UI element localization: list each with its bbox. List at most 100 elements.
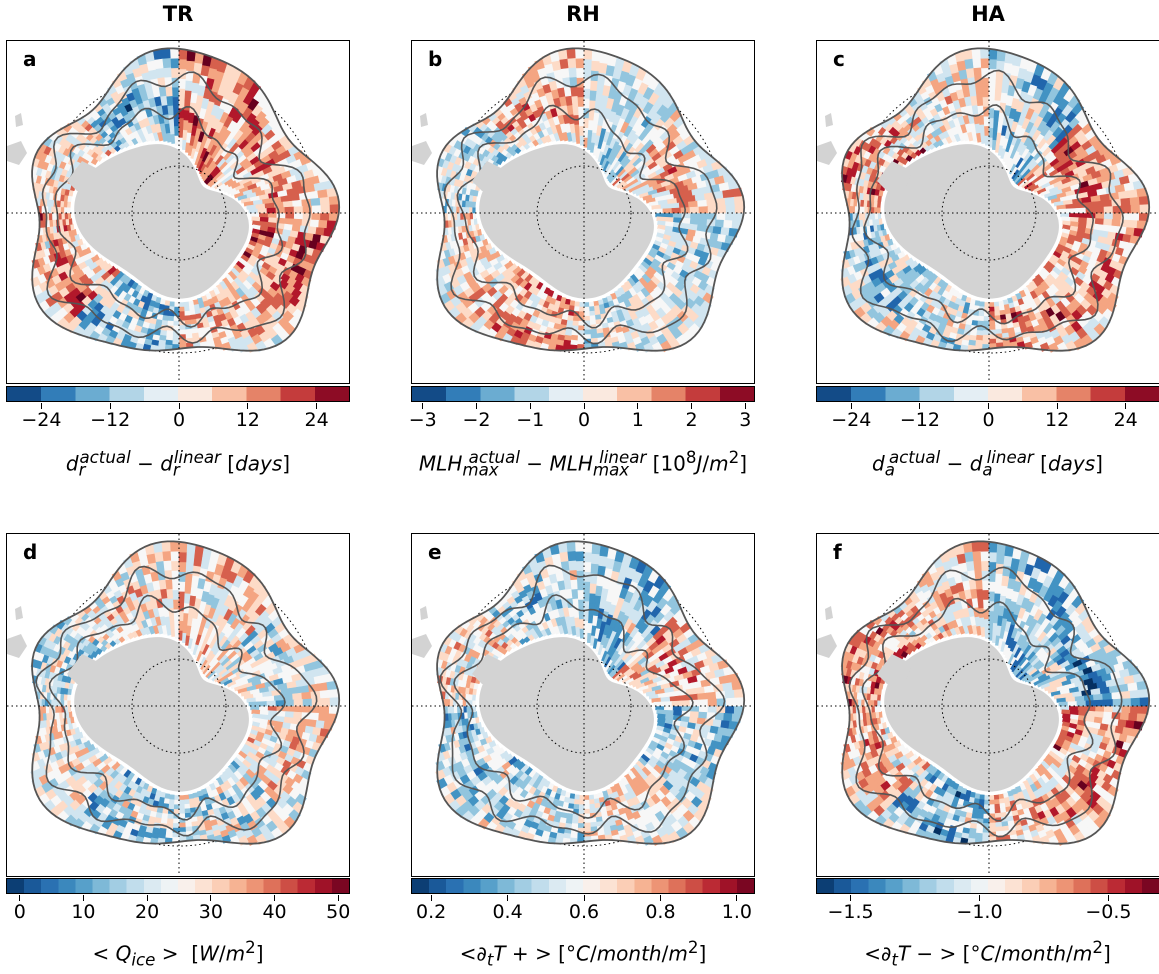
heatmap-cell: [723, 219, 733, 229]
heatmap-cell: [877, 212, 882, 220]
heatmap-cell: [67, 705, 72, 713]
heatmap-cell: [264, 202, 275, 209]
heatmap-cell: [968, 85, 977, 97]
heatmap-cell: [567, 57, 577, 69]
heatmap-cell: [63, 206, 68, 214]
heatmap-cell: [183, 301, 190, 308]
heatmap-cell: [978, 301, 985, 308]
contour-line: [456, 104, 689, 329]
antarctica-landmass: [74, 144, 249, 299]
heatmap-cell: [671, 207, 682, 214]
heatmap-cell: [178, 795, 185, 801]
heatmap-cell: [308, 190, 319, 200]
heatmap-cell: [258, 705, 269, 712]
heatmap-cell: [174, 135, 180, 146]
heatmap-cell: [559, 58, 570, 70]
heatmap-cell: [178, 551, 188, 563]
heatmap-cell: [162, 57, 172, 69]
antarctica-landmass: [479, 144, 654, 299]
heatmap-cell: [167, 104, 175, 116]
heatmap-cell: [572, 104, 580, 116]
heatmap-cell: [293, 218, 303, 227]
heatmap-cell: [170, 57, 180, 69]
map-panel-e: e: [411, 533, 755, 877]
heatmap-cell: [461, 126, 471, 137]
column-title-rh: RH: [566, 2, 600, 26]
heatmap-cell: [174, 628, 180, 639]
heatmap-cell: [178, 799, 185, 806]
heatmap-cell: [184, 808, 191, 814]
heatmap-cell: [167, 803, 175, 810]
heatmap-cell: [578, 306, 585, 313]
heatmap-cell: [723, 712, 733, 722]
heatmap-cell: [1121, 205, 1132, 214]
heatmap-cell: [171, 67, 180, 78]
heatmap-cell: [1092, 200, 1104, 208]
heatmap-cell: [465, 212, 470, 220]
heatmap-cell: [972, 57, 982, 69]
heatmap-cell: [469, 212, 474, 220]
heatmap-cell: [154, 58, 165, 70]
heatmap-cell: [163, 559, 173, 571]
heatmap-cell: [172, 86, 180, 98]
heatmap-cell: [866, 126, 876, 137]
heatmap-cell: [165, 334, 173, 341]
heatmap-cell: [1068, 212, 1079, 219]
heatmap-cell: [51, 212, 56, 221]
heatmap-cell: [653, 208, 664, 214]
heatmap-cell: [320, 697, 331, 707]
heatmap-cell: [454, 131, 464, 142]
heatmap-cell: [698, 206, 709, 214]
heatmap-cell: [577, 86, 585, 98]
heatmap-cell: [184, 812, 192, 819]
heatmap-cell: [575, 48, 585, 59]
polar-map-c: [817, 41, 1159, 383]
latitude-circle-inner: [941, 165, 1037, 261]
heatmap-cell: [326, 713, 337, 723]
heatmap-cell: [289, 686, 301, 695]
heatmap-cell: [178, 561, 187, 573]
heatmap-cell: [255, 203, 266, 210]
heatmap-cell: [569, 339, 578, 346]
heatmap-cell: [169, 123, 176, 135]
heatmap-cell: [988, 78, 997, 89]
heatmap-cell: [994, 328, 1003, 335]
heatmap-cell: [446, 212, 452, 221]
heatmap-cell: [178, 78, 187, 89]
heatmap-cell: [575, 57, 585, 69]
heatmap-cell: [979, 123, 986, 135]
heatmap-cell: [588, 310, 596, 317]
heatmap-cell: [172, 320, 180, 327]
heatmap-cell: [988, 324, 996, 331]
heatmap-cell: [988, 88, 996, 99]
latitude-circle-inner: [131, 165, 227, 261]
heatmap-cell: [981, 339, 990, 345]
heatmap-cell: [178, 822, 186, 829]
heatmap-cell: [698, 212, 709, 220]
heatmap-cell: [40, 698, 46, 707]
heatmap-cell: [172, 823, 180, 829]
heatmap-cell: [164, 832, 173, 839]
heatmap-cell: [698, 705, 709, 713]
heatmap-cell: [1120, 197, 1131, 207]
heatmap-cell: [863, 206, 868, 214]
heatmap-cell: [988, 338, 997, 345]
heatmap-cell: [309, 712, 320, 722]
heatmap-cell: [570, 85, 579, 97]
heatmap-cell: [568, 66, 578, 78]
heatmap-cell: [993, 306, 1000, 312]
map-panel-a: a: [6, 40, 350, 384]
heatmap-cell: [859, 131, 869, 142]
heatmap-cell: [257, 701, 268, 707]
heatmap-cell: [246, 697, 257, 703]
heatmap-cell: [293, 212, 304, 220]
heatmap-cell: [48, 212, 53, 221]
heatmap-cell: [672, 705, 683, 712]
heatmap-cell: [170, 550, 180, 562]
heatmap-cell: [170, 48, 180, 59]
antarctic-peninsula: [472, 161, 507, 191]
heatmap-cell: [1058, 208, 1069, 214]
heatmap-cell: [1056, 204, 1067, 210]
heatmap-cell: [166, 588, 174, 600]
heatmap-cell: [689, 206, 700, 214]
